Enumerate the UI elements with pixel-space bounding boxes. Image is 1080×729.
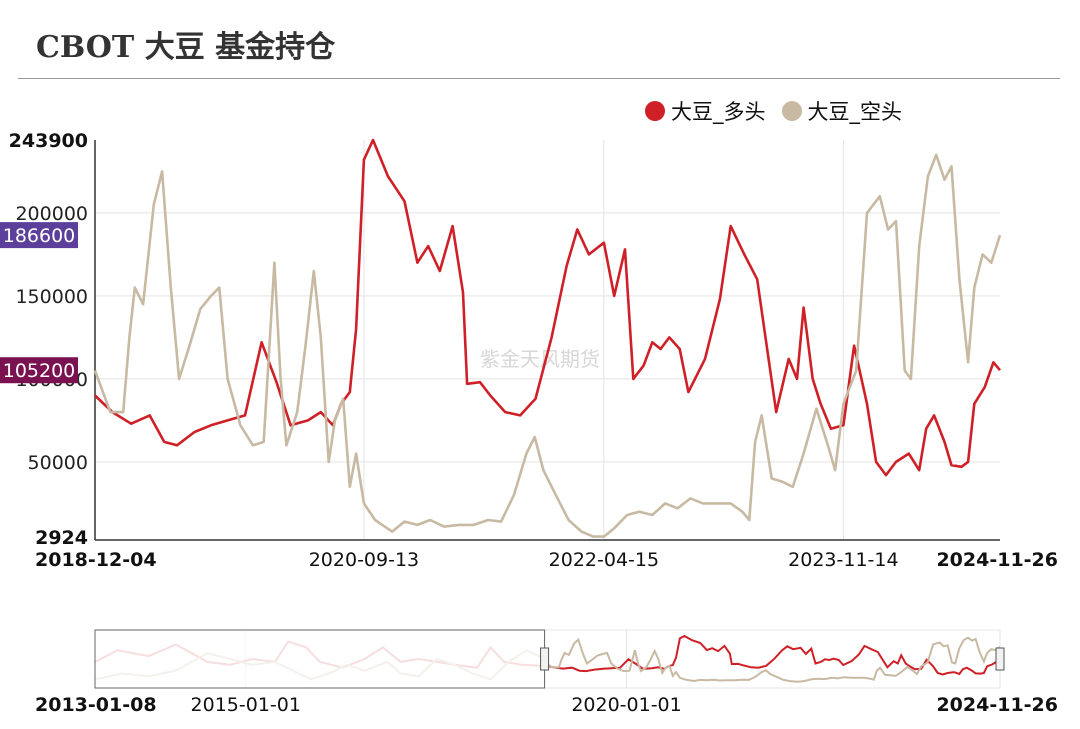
- x-tick-label: 2023-11-14: [788, 549, 898, 571]
- x-tick-label: 2020-09-13: [309, 549, 419, 571]
- y-tick-label: 150000: [15, 286, 88, 308]
- y-max-label: 243900: [9, 130, 88, 152]
- y-tick-label: 200000: [15, 203, 88, 225]
- watermark: 紫金天风期货: [480, 347, 600, 371]
- y-min-label: 2924: [35, 527, 88, 549]
- navigator-tick-label: 2020-01-01: [571, 694, 681, 716]
- navigator-end-label: 2024-11-26: [936, 694, 1058, 716]
- series-long-line: [95, 140, 1000, 475]
- navigator-start-label: 2013-01-08: [35, 694, 157, 716]
- value-badge-label: 105200: [3, 360, 76, 382]
- series-short-line: [95, 155, 1000, 537]
- value-badge-label: 186600: [3, 225, 76, 247]
- x-tick-label: 2018-12-04: [35, 549, 157, 571]
- navigator-left-handle[interactable]: [541, 648, 549, 670]
- y-tick-label: 50000: [28, 452, 88, 474]
- x-tick-label: 2022-04-15: [549, 549, 659, 571]
- navigator-right-handle[interactable]: [996, 648, 1004, 670]
- x-tick-label: 2024-11-26: [936, 549, 1058, 571]
- navigator-unselected-window: [95, 630, 545, 688]
- navigator-tick-label: 2015-01-01: [191, 694, 301, 716]
